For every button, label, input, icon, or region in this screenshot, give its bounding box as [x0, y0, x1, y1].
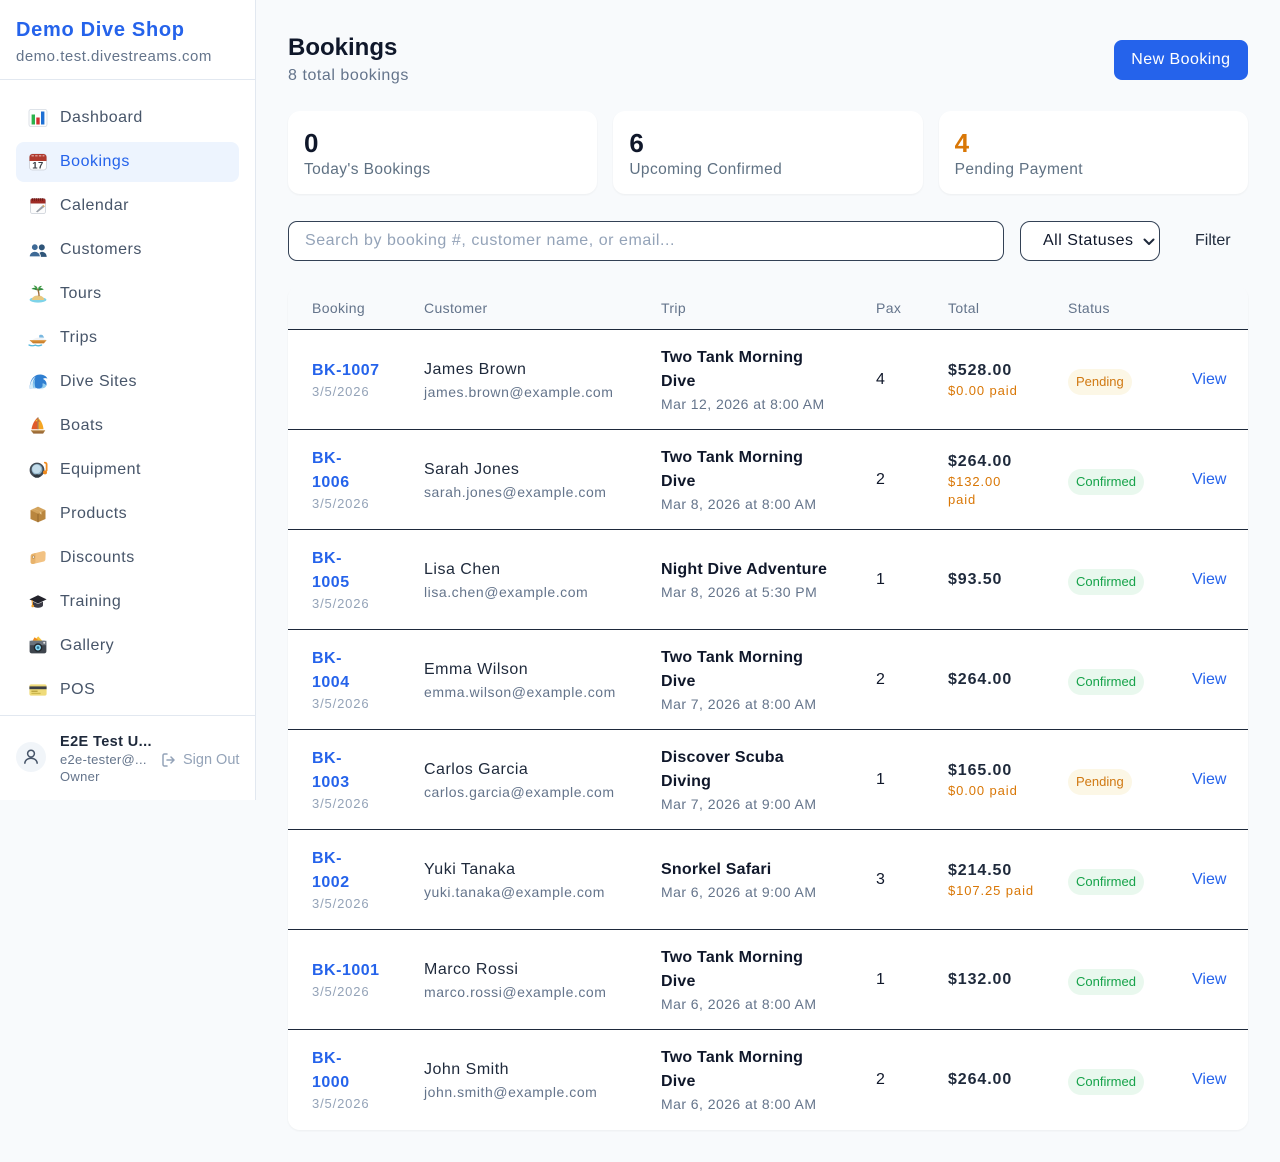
svg-text:17: 17 — [32, 160, 44, 171]
